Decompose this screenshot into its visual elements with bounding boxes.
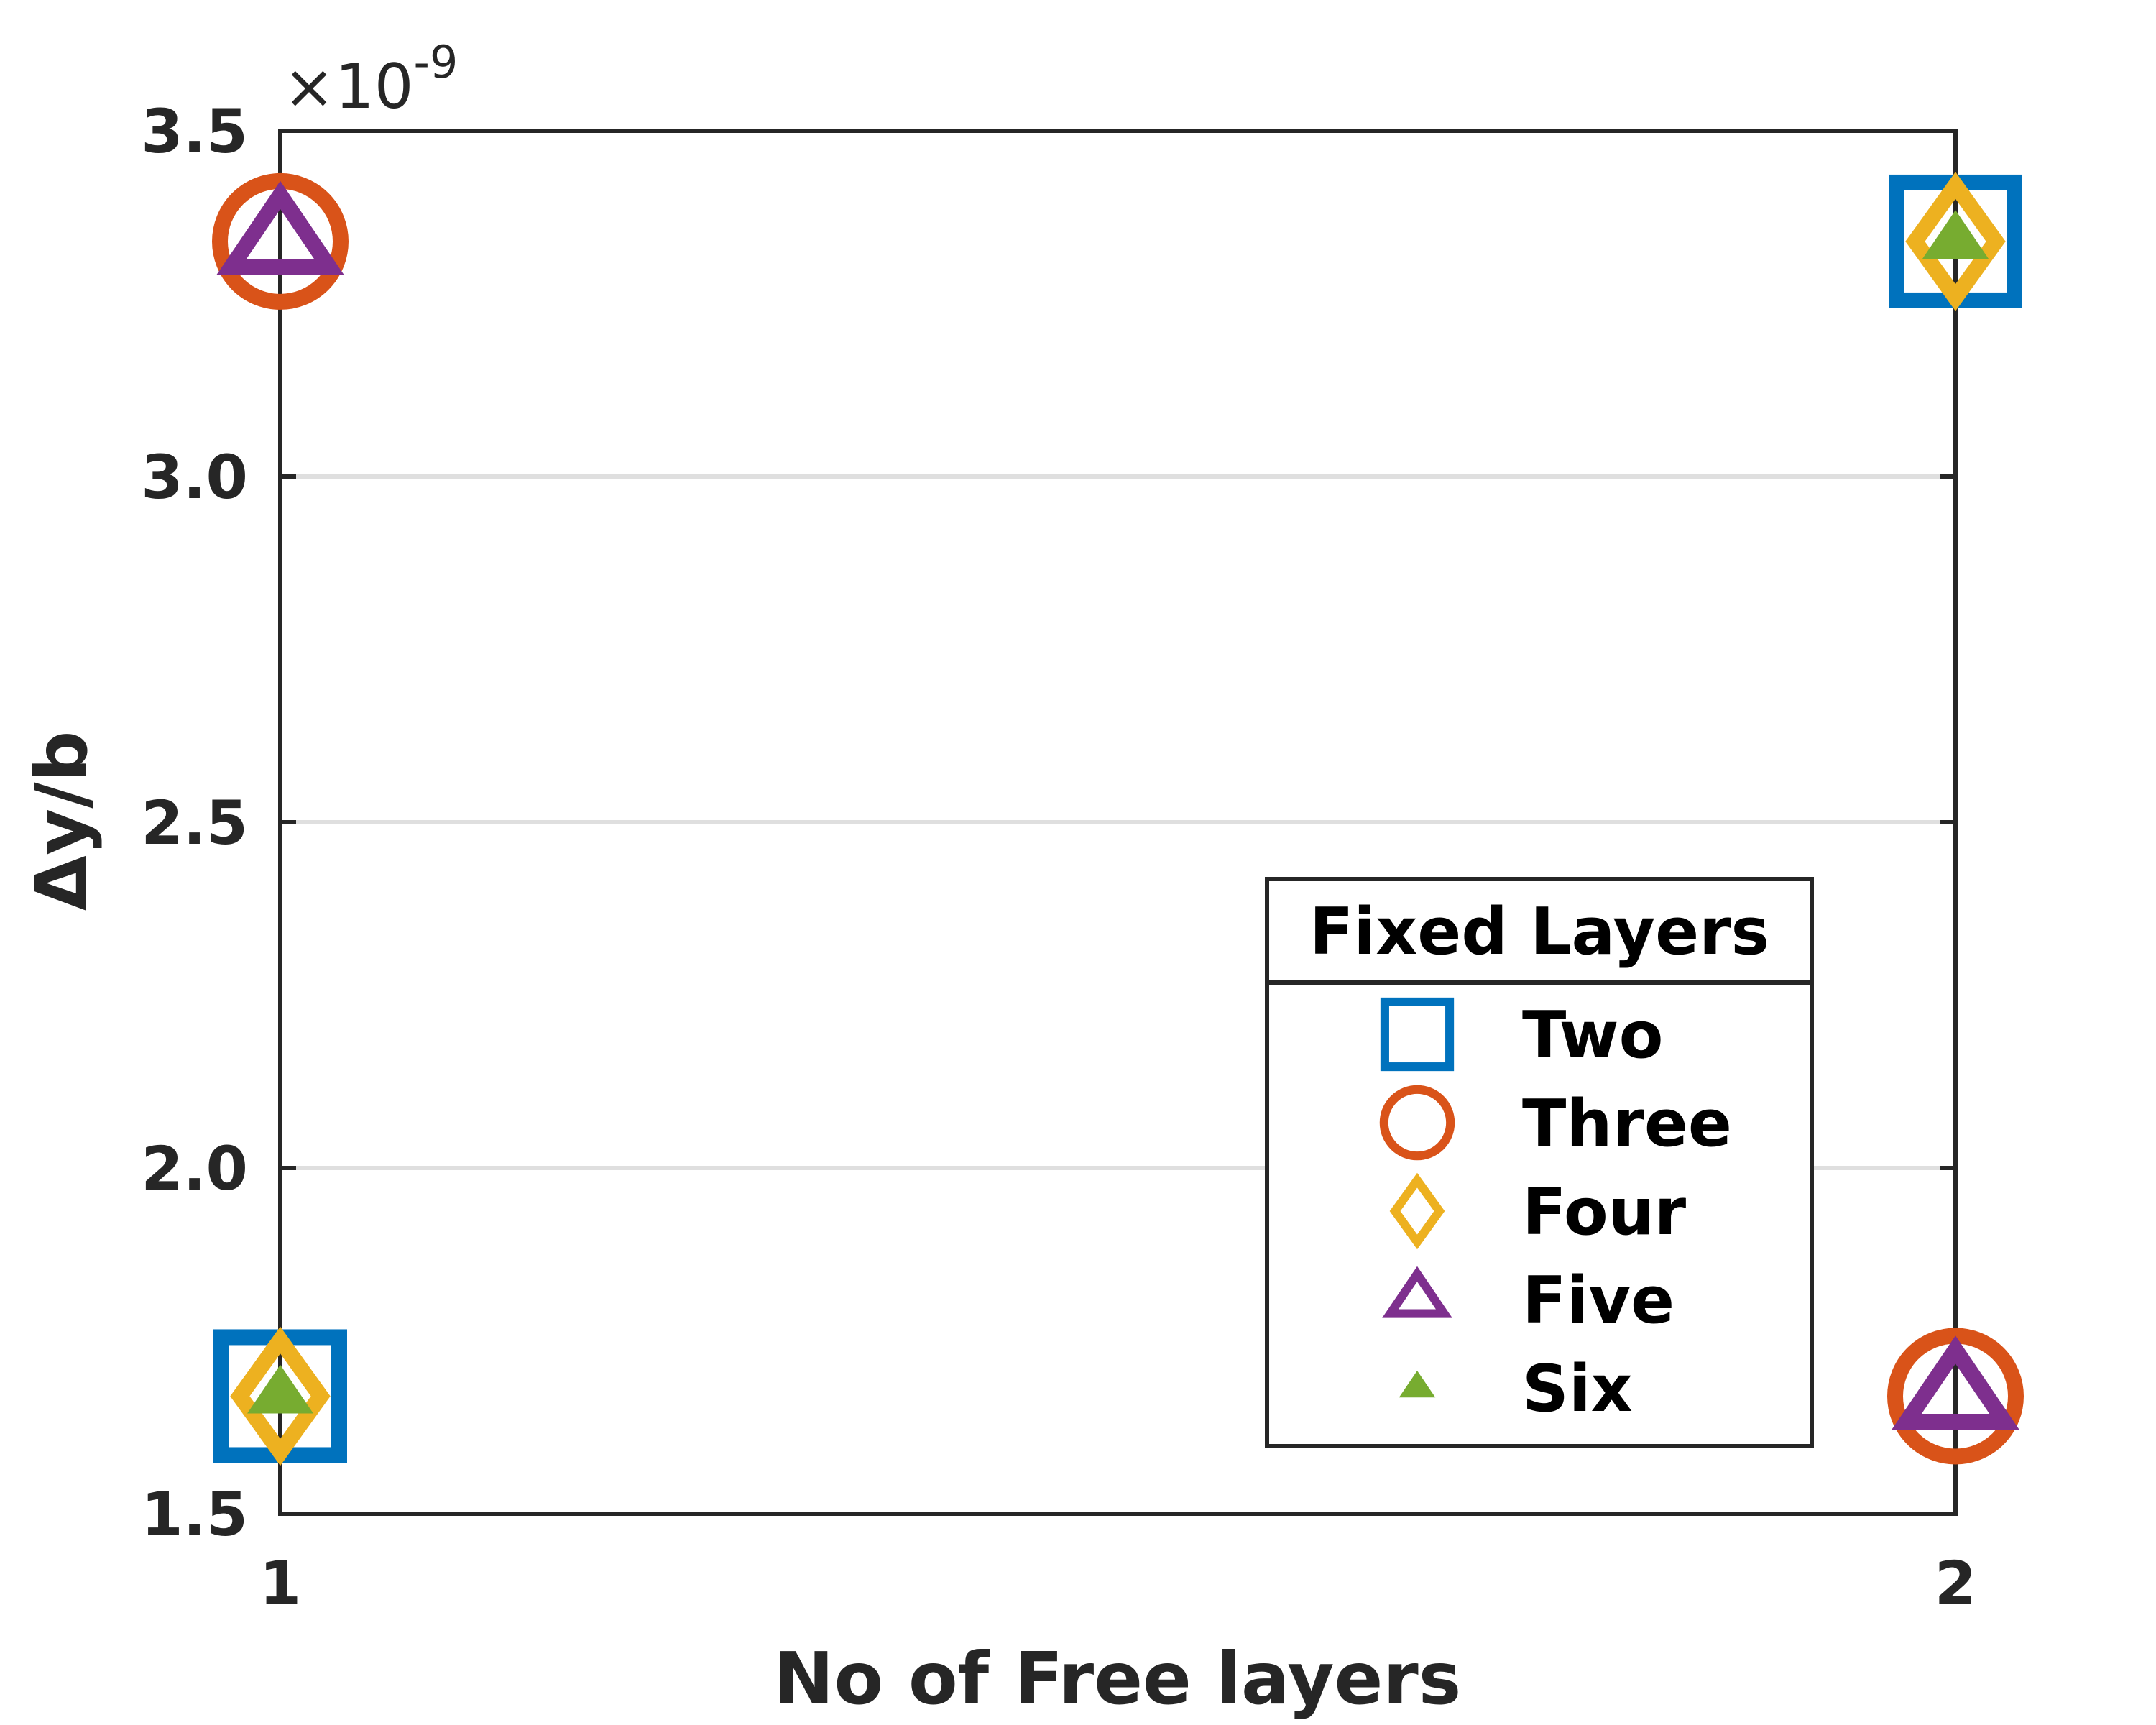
legend-label: Five — [1522, 1263, 1674, 1338]
y-tick-label: 3.5 — [141, 96, 248, 167]
legend-marker — [1389, 1172, 1445, 1250]
legend-label: Three — [1522, 1086, 1732, 1162]
y-axis-label: Δy/b — [19, 731, 103, 911]
data-point — [216, 180, 344, 275]
y-multiplier: ×10-9 — [283, 36, 458, 123]
legend-title: Fixed Layers — [1309, 894, 1769, 970]
legend-label: Two — [1522, 998, 1663, 1073]
legend-marker — [1382, 1266, 1452, 1318]
legend-marker — [1399, 1370, 1436, 1398]
data-point — [1905, 172, 2006, 311]
x-tick-label: 2 — [1935, 1548, 1976, 1619]
multiplier-exponent: -9 — [414, 36, 459, 88]
y-tick-label: 3.0 — [141, 442, 248, 512]
data-point — [247, 1364, 313, 1414]
legend-label: Six — [1522, 1351, 1633, 1427]
data-point — [1922, 210, 1989, 259]
x-axis-label: No of Free layers — [774, 1637, 1461, 1721]
legend-marker — [1380, 997, 1455, 1072]
legend-box — [1265, 877, 1814, 1448]
y-tick-label: 2.0 — [141, 1133, 248, 1204]
legend-marker — [1379, 1085, 1455, 1161]
x-tick-label: 1 — [259, 1548, 301, 1619]
legend-label: Four — [1522, 1174, 1687, 1250]
y-tick-label: 1.5 — [141, 1479, 248, 1550]
data-point — [230, 1326, 331, 1466]
y-tick-label: 2.5 — [141, 788, 248, 858]
plot-frame — [278, 129, 1958, 1516]
data-point — [1892, 1335, 2019, 1430]
multiplier-base: ×10 — [283, 51, 414, 123]
